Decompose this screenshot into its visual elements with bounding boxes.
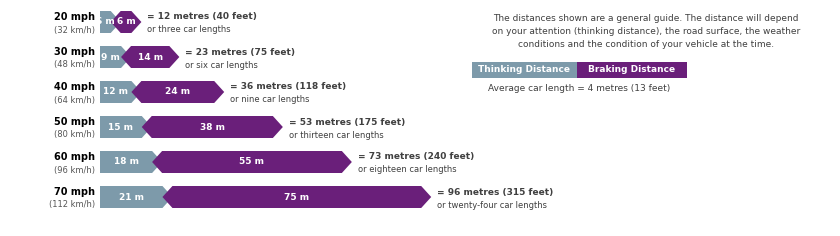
Text: 30 mph: 30 mph xyxy=(54,47,95,57)
Text: 20 mph: 20 mph xyxy=(54,12,95,22)
Text: = 12 metres (40 feet): = 12 metres (40 feet) xyxy=(147,13,257,21)
Polygon shape xyxy=(142,116,283,138)
Polygon shape xyxy=(131,81,224,103)
Text: 15 m: 15 m xyxy=(108,122,134,131)
Text: 50 mph: 50 mph xyxy=(54,117,95,127)
Polygon shape xyxy=(100,186,172,208)
Text: or six car lengths: or six car lengths xyxy=(186,60,258,69)
Text: (32 km/h): (32 km/h) xyxy=(54,25,95,34)
Text: = 23 metres (75 feet): = 23 metres (75 feet) xyxy=(186,47,296,56)
Text: or nine car lengths: or nine car lengths xyxy=(230,96,310,105)
Polygon shape xyxy=(100,11,121,33)
Text: or eighteen car lengths: or eighteen car lengths xyxy=(358,165,456,174)
Polygon shape xyxy=(111,11,141,33)
Text: on your attention (thinking distance), the road surface, the weather: on your attention (thinking distance), t… xyxy=(492,27,801,36)
Polygon shape xyxy=(100,151,162,173)
Text: or twenty-four car lengths: or twenty-four car lengths xyxy=(437,201,547,210)
Text: or three car lengths: or three car lengths xyxy=(147,25,231,34)
Text: 55 m: 55 m xyxy=(239,157,265,167)
Text: 40 mph: 40 mph xyxy=(54,82,95,92)
Text: = 96 metres (315 feet): = 96 metres (315 feet) xyxy=(437,187,554,197)
FancyBboxPatch shape xyxy=(472,62,577,78)
Text: = 53 metres (175 feet): = 53 metres (175 feet) xyxy=(289,118,405,126)
Text: 6 m: 6 m xyxy=(96,17,115,26)
Polygon shape xyxy=(100,116,152,138)
Text: 70 mph: 70 mph xyxy=(54,187,95,197)
Text: 38 m: 38 m xyxy=(200,122,225,131)
Text: (48 km/h): (48 km/h) xyxy=(54,60,95,69)
Text: 18 m: 18 m xyxy=(113,157,139,167)
Text: 24 m: 24 m xyxy=(165,88,191,97)
Text: Average car length = 4 metres (13 feet): Average car length = 4 metres (13 feet) xyxy=(488,84,670,93)
Text: conditions and the condition of your vehicle at the time.: conditions and the condition of your veh… xyxy=(518,40,774,49)
Polygon shape xyxy=(100,46,131,68)
Polygon shape xyxy=(152,151,352,173)
Text: 21 m: 21 m xyxy=(118,193,144,202)
Text: (112 km/h): (112 km/h) xyxy=(49,201,95,210)
Polygon shape xyxy=(100,81,141,103)
Text: 9 m: 9 m xyxy=(101,52,120,62)
Text: Thinking Distance: Thinking Distance xyxy=(479,66,570,75)
Text: (96 km/h): (96 km/h) xyxy=(54,165,95,174)
Text: 75 m: 75 m xyxy=(284,193,309,202)
Text: (64 km/h): (64 km/h) xyxy=(54,96,95,105)
Text: 60 mph: 60 mph xyxy=(54,152,95,162)
Text: or thirteen car lengths: or thirteen car lengths xyxy=(289,131,384,139)
Text: = 36 metres (118 feet): = 36 metres (118 feet) xyxy=(230,83,346,92)
Polygon shape xyxy=(162,186,431,208)
Text: 14 m: 14 m xyxy=(138,52,163,62)
Text: 12 m: 12 m xyxy=(103,88,129,97)
Text: = 73 metres (240 feet): = 73 metres (240 feet) xyxy=(358,152,474,161)
Polygon shape xyxy=(121,46,180,68)
Text: (80 km/h): (80 km/h) xyxy=(54,131,95,139)
Text: The distances shown are a general guide. The distance will depend: The distances shown are a general guide.… xyxy=(493,14,799,23)
FancyBboxPatch shape xyxy=(577,62,687,78)
Text: 6 m: 6 m xyxy=(117,17,135,26)
Text: Braking Distance: Braking Distance xyxy=(589,66,675,75)
